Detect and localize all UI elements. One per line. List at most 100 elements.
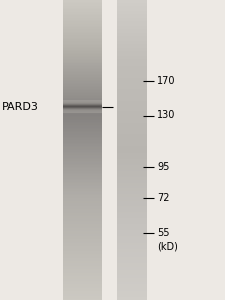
- Bar: [63, 169, 102, 171]
- Bar: [63, 266, 102, 267]
- Bar: [63, 172, 102, 174]
- Bar: [117, 266, 147, 267]
- Bar: [117, 8, 147, 9]
- Bar: [63, 219, 102, 220]
- Bar: [117, 12, 147, 14]
- Bar: [63, 104, 102, 105]
- Bar: [117, 297, 147, 298]
- Bar: [117, 160, 147, 162]
- Bar: [63, 21, 102, 22]
- Bar: [117, 244, 147, 246]
- Bar: [117, 177, 147, 178]
- Bar: [63, 134, 102, 135]
- Text: 55: 55: [157, 227, 170, 238]
- Bar: [117, 108, 147, 110]
- Bar: [63, 11, 102, 12]
- Bar: [117, 130, 147, 132]
- Bar: [117, 204, 147, 206]
- Bar: [117, 96, 147, 98]
- Bar: [117, 74, 147, 75]
- Bar: [117, 222, 147, 224]
- Bar: [63, 184, 102, 186]
- Bar: [117, 66, 147, 68]
- Bar: [63, 0, 102, 2]
- Bar: [63, 15, 102, 16]
- Bar: [117, 165, 147, 166]
- Bar: [63, 33, 102, 34]
- Bar: [63, 267, 102, 268]
- Bar: [63, 238, 102, 240]
- Bar: [63, 298, 102, 300]
- Bar: [63, 222, 102, 224]
- Bar: [63, 46, 102, 48]
- Bar: [117, 219, 147, 220]
- Bar: [63, 234, 102, 236]
- Bar: [63, 48, 102, 50]
- Bar: [117, 286, 147, 288]
- Bar: [63, 279, 102, 280]
- Bar: [63, 243, 102, 244]
- Bar: [117, 38, 147, 39]
- Bar: [63, 132, 102, 134]
- Bar: [117, 183, 147, 184]
- Bar: [117, 14, 147, 15]
- Bar: [63, 182, 102, 183]
- Bar: [63, 152, 102, 153]
- Bar: [63, 90, 102, 92]
- Bar: [117, 243, 147, 244]
- Bar: [63, 286, 102, 288]
- Bar: [117, 30, 147, 31]
- Bar: [117, 184, 147, 186]
- Bar: [117, 189, 147, 190]
- Bar: [117, 188, 147, 189]
- Bar: [63, 129, 102, 130]
- Bar: [63, 51, 102, 52]
- Text: (kD): (kD): [157, 242, 178, 251]
- Bar: [63, 85, 102, 87]
- Bar: [63, 246, 102, 247]
- Bar: [117, 76, 147, 78]
- Bar: [117, 169, 147, 171]
- Bar: [63, 236, 102, 237]
- Bar: [117, 280, 147, 282]
- Bar: [63, 61, 102, 63]
- Text: 130: 130: [157, 110, 176, 121]
- Bar: [63, 117, 102, 118]
- Bar: [63, 226, 102, 228]
- Bar: [117, 226, 147, 228]
- Bar: [63, 78, 102, 80]
- Bar: [117, 90, 147, 92]
- Bar: [63, 118, 102, 120]
- Bar: [63, 60, 102, 61]
- Bar: [117, 288, 147, 290]
- Bar: [117, 228, 147, 230]
- Bar: [117, 114, 147, 116]
- Bar: [63, 20, 102, 21]
- Bar: [117, 261, 147, 262]
- Bar: [117, 111, 147, 112]
- Bar: [63, 108, 102, 109]
- Bar: [63, 288, 102, 290]
- Bar: [117, 0, 147, 2]
- Bar: [63, 108, 102, 110]
- Bar: [117, 124, 147, 126]
- Bar: [63, 159, 102, 160]
- Bar: [63, 208, 102, 210]
- Bar: [63, 50, 102, 51]
- Bar: [117, 182, 147, 183]
- Bar: [117, 240, 147, 242]
- Bar: [117, 11, 147, 12]
- Bar: [117, 278, 147, 279]
- Text: 95: 95: [157, 161, 169, 172]
- Bar: [63, 52, 102, 54]
- Bar: [63, 70, 102, 72]
- Bar: [63, 82, 102, 84]
- Bar: [63, 228, 102, 230]
- Bar: [117, 103, 147, 105]
- Bar: [63, 254, 102, 255]
- Bar: [117, 129, 147, 130]
- Bar: [63, 230, 102, 231]
- Bar: [117, 22, 147, 24]
- Bar: [63, 105, 102, 106]
- Bar: [117, 54, 147, 56]
